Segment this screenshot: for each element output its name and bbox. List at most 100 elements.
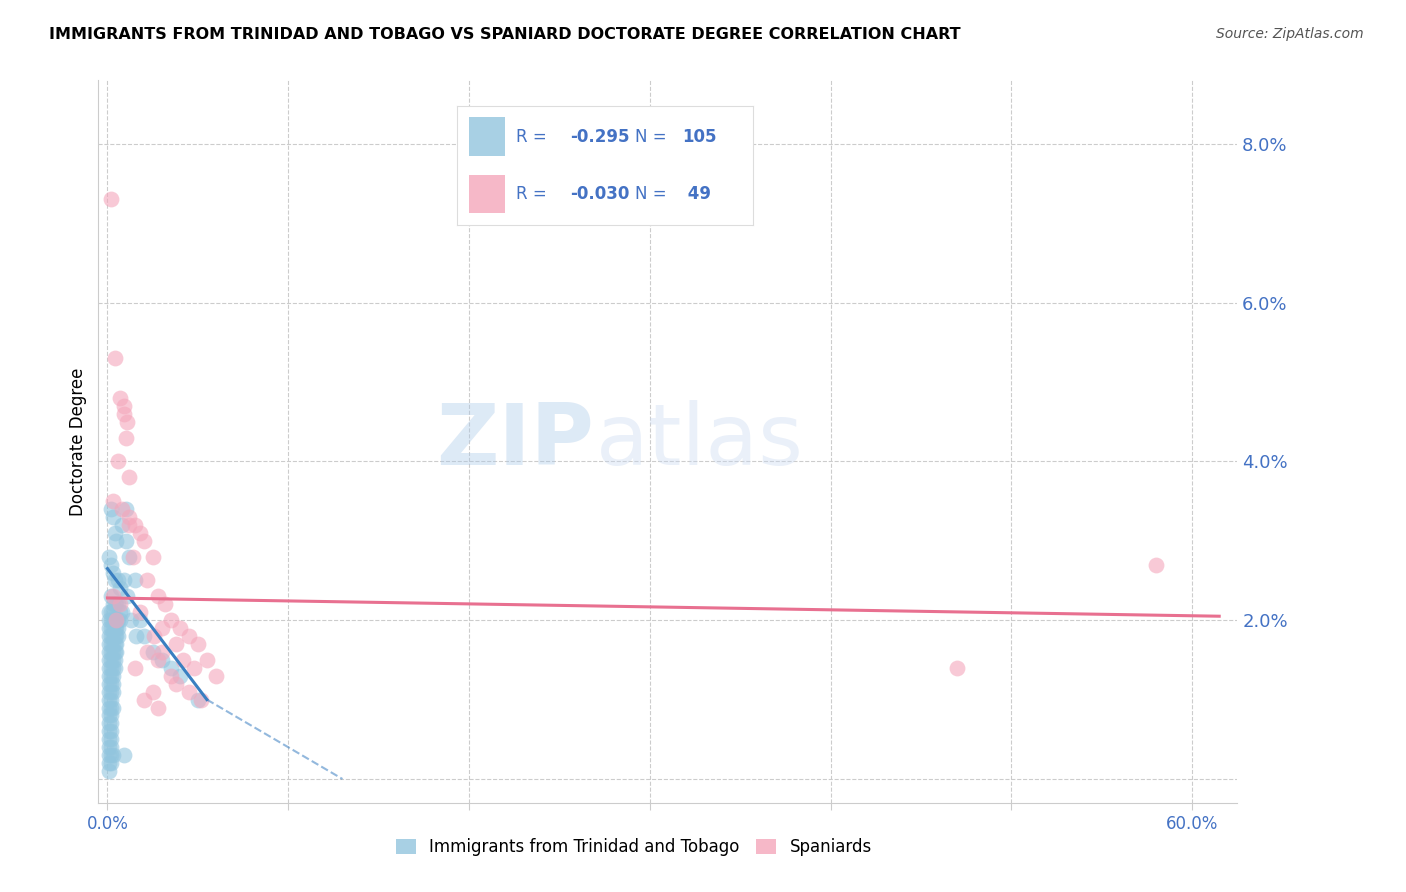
Point [98, 549, 121, 564]
Point [101, 676, 124, 690]
Point [104, 597, 127, 611]
Point [1144, 558, 1167, 572]
Point [142, 549, 165, 564]
Point [146, 700, 169, 714]
Point [155, 597, 177, 611]
Point [100, 684, 122, 698]
Point [101, 621, 124, 635]
Point [101, 629, 124, 643]
Point [101, 637, 124, 651]
Point [101, 590, 124, 604]
Point [132, 533, 155, 548]
Point [98, 740, 121, 755]
Point [98, 629, 121, 643]
Point [150, 645, 173, 659]
Point [108, 605, 131, 619]
Point [114, 502, 136, 516]
Point [101, 597, 124, 611]
Y-axis label: Doctorate Degree: Doctorate Degree [69, 368, 87, 516]
Point [98, 692, 121, 706]
Point [190, 692, 212, 706]
Point [105, 637, 128, 651]
Point [111, 517, 134, 532]
Text: ZIP: ZIP [436, 400, 593, 483]
Point [165, 637, 187, 651]
Point [100, 692, 122, 706]
Point [121, 549, 143, 564]
Point [107, 629, 129, 643]
Point [100, 708, 122, 723]
Point [100, 629, 122, 643]
Point [104, 351, 127, 366]
Point [129, 613, 152, 627]
Point [111, 605, 134, 619]
Point [105, 533, 128, 548]
Point [100, 700, 122, 714]
Point [107, 454, 129, 468]
Point [165, 676, 187, 690]
Point [105, 621, 128, 635]
Point [98, 661, 121, 675]
Point [100, 661, 122, 675]
Point [100, 621, 122, 635]
Point [98, 653, 121, 667]
Point [177, 684, 200, 698]
Point [98, 676, 121, 690]
Point [101, 645, 124, 659]
Point [132, 692, 155, 706]
Point [105, 645, 128, 659]
Point [100, 605, 122, 619]
Point [125, 629, 148, 643]
Point [100, 558, 122, 572]
Point [177, 629, 200, 643]
Point [146, 653, 169, 667]
Point [104, 653, 127, 667]
Point [100, 756, 122, 770]
Point [150, 621, 173, 635]
Point [117, 590, 139, 604]
Point [169, 669, 191, 683]
Point [98, 645, 121, 659]
Point [112, 407, 135, 421]
Point [101, 653, 124, 667]
Point [142, 645, 165, 659]
Point [105, 597, 128, 611]
Point [101, 700, 124, 714]
Point [118, 510, 141, 524]
Point [104, 637, 127, 651]
Point [136, 645, 159, 659]
Point [98, 716, 121, 731]
Point [100, 645, 122, 659]
Point [108, 613, 131, 627]
Point [114, 431, 136, 445]
Point [104, 645, 127, 659]
Point [100, 502, 122, 516]
Point [108, 391, 131, 405]
Point [104, 621, 127, 635]
Point [101, 661, 124, 675]
Point [146, 590, 169, 604]
Point [117, 415, 139, 429]
Point [169, 621, 191, 635]
Point [132, 629, 155, 643]
Point [183, 661, 205, 675]
Point [100, 193, 122, 207]
Point [101, 605, 124, 619]
Point [150, 653, 173, 667]
Point [129, 605, 152, 619]
Point [100, 669, 122, 683]
Point [98, 669, 121, 683]
Point [111, 502, 134, 516]
Point [98, 700, 121, 714]
Point [136, 574, 159, 588]
Point [205, 669, 228, 683]
Point [159, 669, 181, 683]
Text: Source: ZipAtlas.com: Source: ZipAtlas.com [1216, 27, 1364, 41]
Point [112, 574, 135, 588]
Point [100, 676, 122, 690]
Point [101, 613, 124, 627]
Point [100, 724, 122, 739]
Point [105, 613, 128, 627]
Point [112, 399, 135, 413]
Point [104, 525, 127, 540]
